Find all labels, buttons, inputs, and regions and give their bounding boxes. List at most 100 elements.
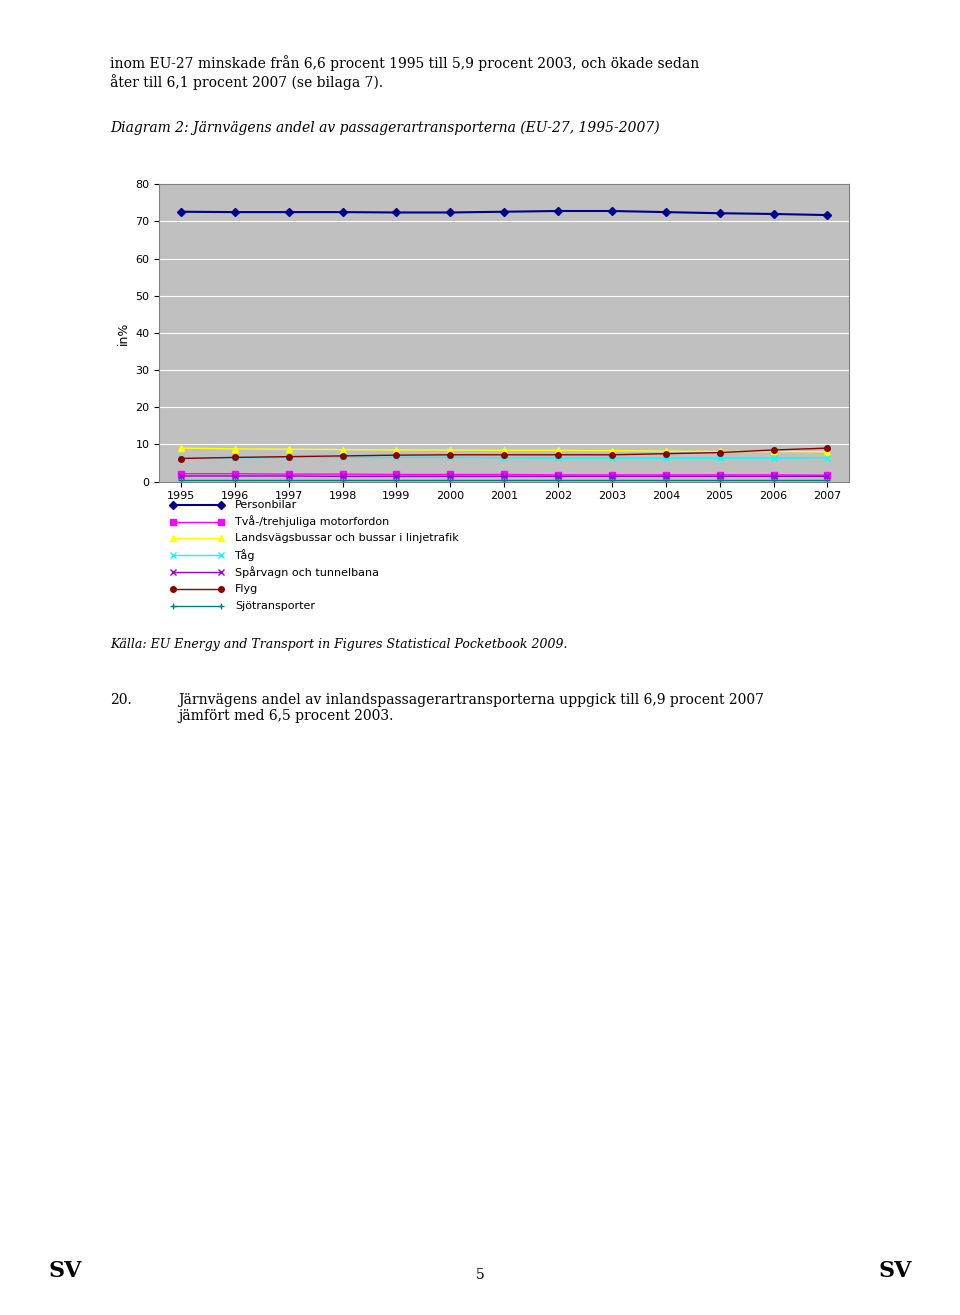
Landsvägsbussar och bussar i linjetrafik (444, 442, 456, 458)
Text: Sjötransporter: Sjötransporter (235, 601, 315, 611)
Sjötransporter (714, 472, 726, 488)
Tåg (175, 450, 186, 466)
Sjötransporter (175, 472, 186, 488)
Spårvagn och tunnelbana (391, 468, 402, 484)
Flyg (606, 447, 617, 463)
Personbilar (822, 208, 833, 224)
Sjötransporter (229, 472, 241, 488)
Tåg (660, 450, 672, 466)
Text: inom EU-27 minskade från 6,6 procent 1995 till 5,9 procent 2003, och ökade sedan: inom EU-27 minskade från 6,6 procent 199… (110, 55, 700, 89)
Sjötransporter (283, 472, 295, 488)
Landsvägsbussar och bussar i linjetrafik (175, 441, 186, 456)
Tåg (606, 450, 617, 466)
Tåg (444, 450, 456, 466)
Landsvägsbussar och bussar i linjetrafik (283, 442, 295, 458)
Spårvagn och tunnelbana (552, 468, 564, 484)
Line: Tåg: Tåg (179, 455, 830, 462)
Flyg (552, 447, 564, 463)
Text: Tåg: Tåg (235, 550, 254, 562)
Tåg (283, 450, 295, 466)
Två-/trehjuliga motorfordon (283, 467, 295, 483)
Landsvägsbussar och bussar i linjetrafik (498, 442, 510, 458)
Spårvagn och tunnelbana (283, 468, 295, 484)
Landsvägsbussar och bussar i linjetrafik (822, 444, 833, 460)
Text: Två-/trehjuliga motorfordon: Två-/trehjuliga motorfordon (235, 515, 390, 527)
Spårvagn och tunnelbana (498, 468, 510, 484)
Flyg (337, 448, 348, 464)
Landsvägsbussar och bussar i linjetrafik (391, 442, 402, 458)
Två-/trehjuliga motorfordon (606, 467, 617, 483)
Flyg (714, 444, 726, 460)
Personbilar (337, 204, 348, 220)
Sjötransporter (606, 472, 617, 488)
Line: Sjötransporter: Sjötransporter (179, 477, 830, 483)
Tåg (229, 450, 241, 466)
Spårvagn och tunnelbana (606, 468, 617, 484)
Personbilar (768, 206, 780, 222)
Tåg (714, 450, 726, 466)
Personbilar (229, 204, 241, 220)
Text: Källa: EU Energy and Transport in Figures Statistical Pocketbook 2009.: Källa: EU Energy and Transport in Figure… (110, 638, 568, 651)
Personbilar (606, 203, 617, 218)
Flyg (498, 447, 510, 463)
Flyg (660, 446, 672, 462)
Spårvagn och tunnelbana (337, 468, 348, 484)
Personbilar (391, 205, 402, 221)
Två-/trehjuliga motorfordon (391, 467, 402, 483)
Tåg (822, 450, 833, 466)
Spårvagn och tunnelbana (444, 468, 456, 484)
Personbilar (552, 203, 564, 218)
Landsvägsbussar och bussar i linjetrafik (714, 443, 726, 459)
Text: Diagram 2: Järnvägens andel av passagerartransporterna (EU-27, 1995-2007): Diagram 2: Järnvägens andel av passagera… (110, 121, 660, 135)
Spårvagn och tunnelbana (822, 468, 833, 484)
Sjötransporter (498, 472, 510, 488)
Två-/trehjuliga motorfordon (175, 466, 186, 481)
Landsvägsbussar och bussar i linjetrafik (229, 441, 241, 456)
Text: Järnvägens andel av inlandspassagerartransporterna uppgick till 6,9 procent 2007: Järnvägens andel av inlandspassagerartra… (179, 693, 764, 723)
Två-/trehjuliga motorfordon (822, 467, 833, 483)
Sjötransporter (444, 472, 456, 488)
Line: Flyg: Flyg (179, 446, 830, 462)
Tåg (391, 450, 402, 466)
Två-/trehjuliga motorfordon (444, 467, 456, 483)
Line: Landsvägsbussar och bussar i linjetrafik: Landsvägsbussar och bussar i linjetrafik (179, 446, 830, 455)
Flyg (822, 441, 833, 456)
Text: Personbilar: Personbilar (235, 500, 298, 510)
Text: SV: SV (878, 1260, 912, 1282)
Tåg (337, 450, 348, 466)
Två-/trehjuliga motorfordon (229, 466, 241, 481)
Spårvagn och tunnelbana (714, 468, 726, 484)
Personbilar (714, 205, 726, 221)
Landsvägsbussar och bussar i linjetrafik (337, 442, 348, 458)
Line: Spårvagn och tunnelbana: Spårvagn och tunnelbana (179, 473, 830, 479)
Landsvägsbussar och bussar i linjetrafik (552, 442, 564, 458)
Line: Personbilar: Personbilar (179, 208, 830, 218)
Personbilar (660, 204, 672, 220)
Spårvagn och tunnelbana (768, 468, 780, 484)
Personbilar (498, 204, 510, 220)
Två-/trehjuliga motorfordon (552, 467, 564, 483)
Sjötransporter (391, 472, 402, 488)
Sjötransporter (552, 472, 564, 488)
Text: SV: SV (48, 1260, 82, 1282)
Tåg (498, 450, 510, 466)
Sjötransporter (337, 472, 348, 488)
Spårvagn och tunnelbana (229, 468, 241, 484)
Flyg (444, 447, 456, 463)
Spårvagn och tunnelbana (660, 468, 672, 484)
Sjötransporter (768, 472, 780, 488)
Två-/trehjuliga motorfordon (337, 467, 348, 483)
Text: 5: 5 (475, 1268, 485, 1282)
Y-axis label: in%: in% (117, 321, 130, 345)
Tåg (768, 450, 780, 466)
Två-/trehjuliga motorfordon (660, 467, 672, 483)
Line: Två-/trehjuliga motorfordon: Två-/trehjuliga motorfordon (179, 471, 830, 479)
Text: Flyg: Flyg (235, 584, 258, 594)
Landsvägsbussar och bussar i linjetrafik (660, 443, 672, 459)
Landsvägsbussar och bussar i linjetrafik (768, 443, 780, 459)
Personbilar (175, 204, 186, 220)
Spårvagn och tunnelbana (175, 468, 186, 484)
Tåg (552, 450, 564, 466)
Flyg (391, 447, 402, 463)
Sjötransporter (660, 472, 672, 488)
